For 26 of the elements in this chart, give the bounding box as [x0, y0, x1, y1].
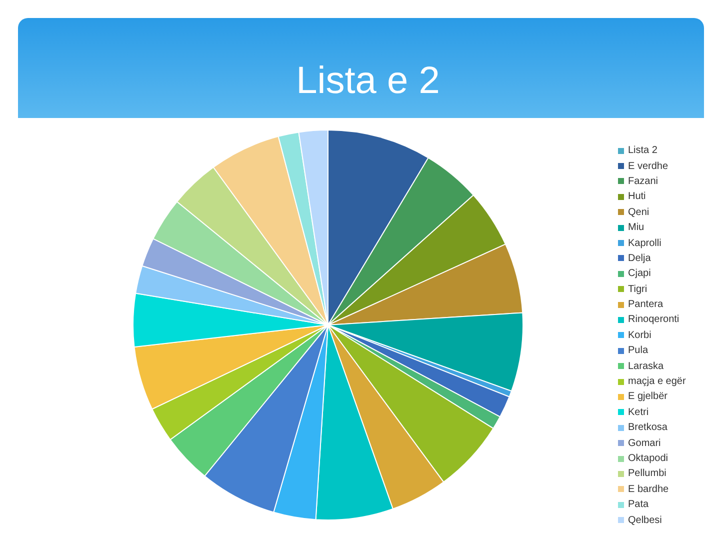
legend-label: Bretkosa: [628, 422, 668, 434]
legend-label: Tigri: [628, 284, 648, 295]
legend-label: Delja: [628, 252, 651, 264]
legend-label: Rinoqeronti: [628, 314, 680, 326]
legend-label: Gomari: [628, 438, 661, 449]
legend-label: Cjapi: [628, 268, 651, 280]
legend-label: Huti: [628, 191, 646, 202]
legend-label: E bardhe: [628, 484, 669, 495]
legend-label: Kaprolli: [628, 238, 662, 249]
legend-label: Ketri: [628, 406, 649, 418]
legend-label: Laraska: [628, 360, 664, 372]
legend-label: Miu: [628, 222, 644, 234]
legend-label: Korbi: [628, 330, 652, 341]
legend-label: Lista 2: [628, 145, 658, 156]
legend-label: Qelbesi: [628, 514, 662, 526]
legend-label: Pata: [628, 499, 649, 510]
legend-label: maçja e egër: [628, 376, 686, 388]
legend-label: Oktapodi: [628, 453, 668, 464]
legend-label: Fazani: [628, 176, 658, 187]
legend-label: E gjelbër: [628, 391, 668, 402]
chart-title: Lista e 2: [295, 60, 441, 103]
legend-label: E verdhe: [628, 160, 668, 172]
legend-label: Pellumbi: [628, 468, 666, 480]
legend-label: Pula: [628, 345, 648, 356]
legend-label: Pantera: [628, 299, 664, 310]
legend-label: Qeni: [628, 206, 650, 218]
